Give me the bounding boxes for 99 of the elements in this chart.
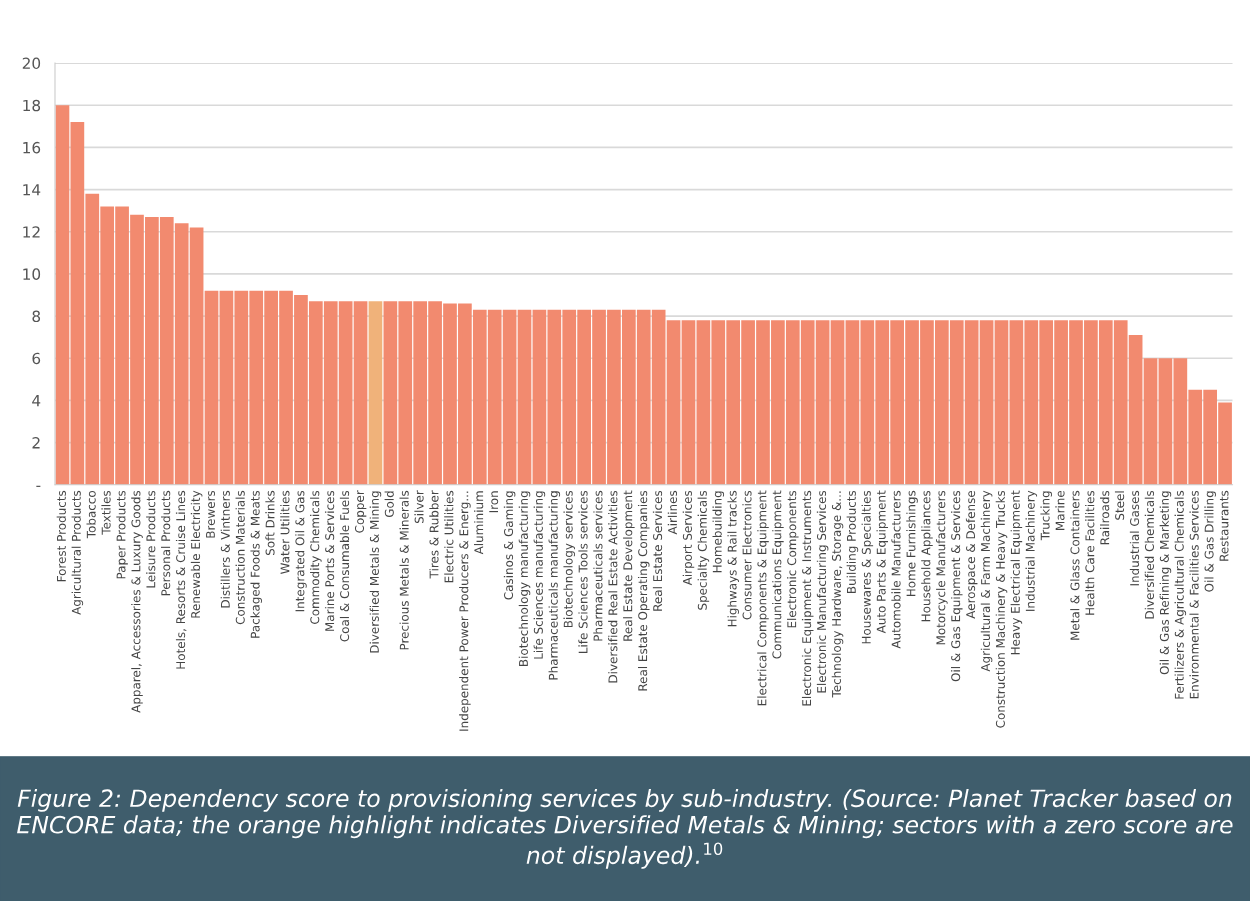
x-tick-label: Oil & Gas Refining & Marketing (1159, 491, 1172, 675)
x-tick-label: Copper (354, 490, 367, 533)
x-tick-label: Heavy Electrical Equipment (1010, 490, 1023, 655)
x-tick-label: Trucking (1040, 491, 1052, 541)
x-tick-label: Electronic Equipment & Instruments (801, 490, 814, 706)
x-tick-label: Integrated Oil & Gas (295, 490, 307, 612)
x-tick-label: Railroads (1100, 490, 1110, 545)
x-tick-label: Gold (384, 491, 394, 518)
y-tick-label: 12 (23, 226, 40, 238)
x-tick-label: Agricultural & Farm Machinery (980, 490, 993, 672)
x-tick-label: Soft Drinks (265, 490, 275, 556)
bar (830, 320, 845, 485)
x-tick-label: Apparel, Accessories & Luxury Goods (131, 490, 143, 713)
x-tick-label: Construction Machinery & Heavy Trucks (995, 490, 1008, 728)
bar (994, 320, 1009, 485)
bar (1143, 358, 1158, 485)
x-tick-label: Electronic Components (787, 490, 799, 628)
x-tick-label: Real Estate Operating Companies (637, 490, 650, 691)
x-tick-label: Motorcycle Manufacturers (936, 490, 948, 645)
x-tick-label: Forest Products (56, 490, 66, 582)
x-tick-label: Biotechnology services (563, 490, 575, 628)
x-tick-label: Tobacco (86, 490, 96, 539)
x-tick-label: Precious Metals & Minerals (399, 490, 409, 650)
bar (204, 290, 219, 485)
x-tick-label: Coal & Consumable Fuels (339, 490, 350, 642)
x-tick-label: Fertilizers & Agricultural Chemicals (1174, 490, 1187, 699)
x-tick-label: Auto Parts & Equipment (876, 490, 889, 634)
x-tick-label: Paper Products (116, 490, 128, 579)
bar (517, 309, 532, 485)
x-tick-label: Health Care Facilities (1085, 490, 1095, 615)
y-tick-label: 6 (32, 352, 41, 365)
x-tick-label: Biotechnology manufacturing (518, 491, 531, 666)
x-tick-label: Hotels, Resorts & Cruise Lines (175, 490, 187, 669)
y-tick-label: 10 (23, 268, 41, 280)
x-tick-label: Technology Hardware, Storage &... (831, 491, 844, 698)
x-tick-label: Communications Equipment (772, 490, 784, 659)
x-tick-label: Casinos & Gaming (503, 491, 516, 600)
x-tick-label: Pharmaceuticals manufacturing (548, 491, 561, 680)
x-tick-label: Life Sciences Tools services (578, 490, 588, 653)
x-tick-label: Metal & Glass Containers (1070, 490, 1080, 640)
x-tick-label: Agricultural Products (71, 490, 84, 615)
x-tick-label: Electronic Manufacturing Services (816, 490, 829, 693)
x-tick-label: Textiles (101, 490, 111, 535)
x-tick-label: Diversified Chemicals (1144, 490, 1154, 619)
x-tick-label: Highways & Rail tracks (727, 490, 739, 627)
x-tick-label: Household Appliances (921, 490, 933, 622)
x-tick-label: Marine Ports & Services (324, 490, 335, 631)
x-tick-label: Marine (1055, 490, 1065, 530)
y-tick-label: 14 (23, 184, 41, 196)
x-tick-label: Electrical Components & Equipment (757, 490, 769, 706)
x-tick-label: Personal Products (161, 490, 171, 596)
x-tick-label: Diversified Real Estate Activities (608, 490, 618, 683)
x-tick-label: Construction Materials (235, 490, 245, 625)
x-tick-label: Life Sciences manufacturing (533, 491, 546, 659)
x-tick-label: Diversified Metals & Mining (369, 491, 382, 653)
x-tick-label: Leisure Products (146, 490, 156, 588)
y-tick-label: 2 (32, 437, 40, 449)
x-tick-label: Oil & Gas Equipment & Services (950, 490, 963, 682)
x-tick-label: Restaurants (1219, 490, 1229, 561)
x-tick-label: Real Estate Services (652, 490, 663, 611)
x-tick-label: Distillers & Vintners (220, 490, 230, 608)
x-tick-label: Pharmaceuticals services (593, 490, 603, 641)
x-tick-label: Industrial Gases (1129, 490, 1140, 586)
caption: Figure 2: Dependency score to provisioning services by sub-industry. (Source: Planet Tracker based on ENCORE data; the orange highlight indicates Diversified Metals & Mining; sectors with a zero score are not displayed).$^{10}$ (17, 788, 1233, 869)
x-tick-label: Housewares & Specialties (861, 490, 874, 644)
x-tick-label: Aerospace & Defense (965, 490, 978, 619)
y-tick-label: 20 (22, 57, 41, 70)
x-tick-label: Brewers (206, 490, 215, 538)
y-tick-label: - (36, 485, 41, 487)
x-tick-label: Airport Services (682, 490, 695, 586)
x-tick-label: Electric Utilities (444, 490, 454, 583)
x-tick-label: Industrial Machinery (1025, 490, 1038, 611)
x-tick-label: Independent Power Producers & Energ... (459, 491, 471, 731)
x-tick-label: Steel (1114, 491, 1125, 520)
x-tick-label: Silver (414, 490, 424, 524)
bar (368, 301, 383, 485)
y-tick-label: 4 (32, 395, 41, 407)
x-tick-label: Homebuilding (712, 491, 725, 573)
x-tick-label: Airlines (667, 490, 678, 535)
x-tick-label: Home Furnishings (906, 490, 918, 597)
x-tick-label: Consumer Electronics (742, 490, 752, 620)
x-tick-label: Specialty Chemicals (697, 490, 710, 610)
y-tick-label: 16 (23, 141, 41, 154)
x-tick-label: Tires & Rubber (429, 490, 439, 579)
x-tick-label: Building Products (846, 490, 859, 593)
x-tick-label: Automobile Manufacturers (891, 490, 901, 649)
y-tick-label: 18 (23, 99, 41, 112)
x-tick-label: Packaged Foods & Meats (250, 490, 262, 638)
bar (55, 105, 70, 485)
x-tick-label: Commodity Chemicals (310, 490, 322, 624)
x-tick-label: Water Utilities (280, 490, 290, 574)
x-tick-label: Renewable Electricity (190, 490, 203, 618)
x-tick-label: Iron (489, 491, 499, 513)
y-tick-label: 8 (32, 310, 41, 323)
bar (681, 320, 696, 485)
x-tick-label: Oil & Gas Drilling (1204, 491, 1216, 592)
x-tick-label: Aluminium (474, 491, 484, 555)
x-tick-label: Real Estate Development (623, 490, 635, 641)
x-tick-label: Environmental & Facilities Services (1189, 490, 1199, 699)
